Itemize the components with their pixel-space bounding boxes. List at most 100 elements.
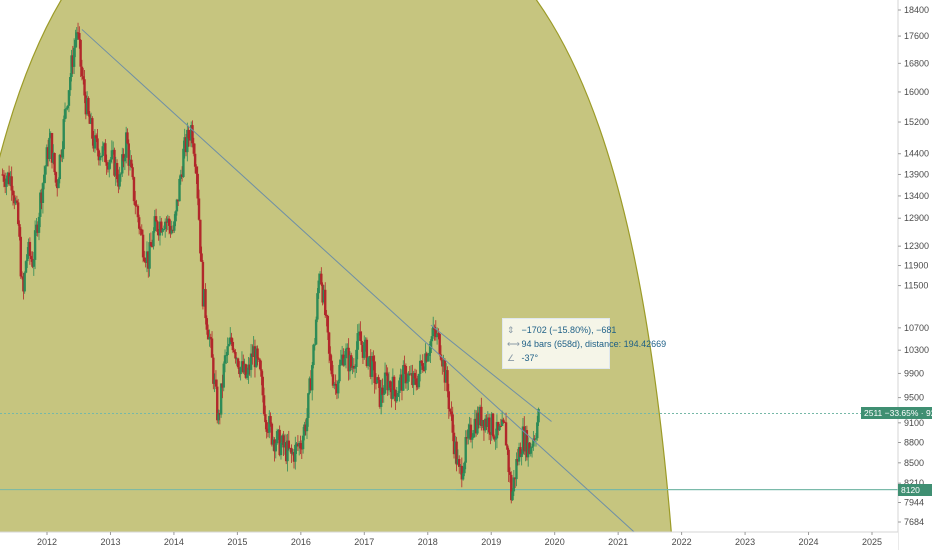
candle-body [67, 90, 71, 106]
candle-body [512, 477, 516, 492]
candle-body [44, 166, 47, 175]
candle-body [179, 174, 183, 179]
candle-body [305, 417, 309, 432]
candle-body [180, 174, 184, 177]
x-tick-label: 2014 [164, 537, 184, 547]
candle-body [7, 172, 11, 185]
y-tick-label: 10700 [904, 323, 929, 333]
candle-body [69, 76, 72, 91]
x-tick-label: 2018 [418, 537, 438, 547]
candle-body [132, 177, 136, 202]
candle-body [117, 179, 120, 187]
measure-angle-text: -37° [521, 353, 539, 363]
candle-body [426, 356, 430, 362]
candle-body [340, 354, 344, 360]
candle-body [403, 365, 406, 367]
candle-body [477, 412, 480, 426]
candle-body [154, 216, 158, 222]
candle-body [79, 39, 82, 67]
arc-shape[interactable] [0, 0, 673, 543]
candle-body [54, 172, 58, 183]
candle-body [14, 200, 17, 204]
candle-body [123, 157, 127, 162]
candle-body [408, 373, 411, 375]
x-tick-label: 2017 [354, 537, 374, 547]
candle-body [443, 360, 447, 383]
candle-body [521, 426, 525, 454]
candle-body [412, 372, 415, 386]
candle-body [163, 221, 167, 230]
trend-lines[interactable] [81, 29, 656, 550]
measure-price-row: ⇕ −1702 (−15.80%), −681 [507, 323, 616, 337]
candle-body [489, 432, 492, 435]
candle-body [510, 474, 513, 501]
candle-body [389, 381, 392, 388]
candle-body [260, 369, 263, 377]
candle-body [199, 219, 202, 254]
candle-body [230, 337, 233, 342]
candle-body [58, 154, 62, 180]
candle-body [526, 442, 530, 458]
candle-body [16, 202, 20, 225]
x-tick-label: 2016 [291, 537, 311, 547]
candle-body [533, 438, 536, 440]
candle-body [405, 381, 409, 384]
candle-body [363, 342, 366, 358]
candle-body [431, 326, 435, 337]
price-range-icon: ⇕ [507, 325, 515, 335]
candle-body [204, 289, 207, 319]
candle-body [469, 424, 473, 440]
candle-body [424, 353, 427, 371]
candle-body [19, 236, 22, 277]
candle-body [201, 261, 205, 307]
candle-body [515, 458, 518, 480]
parallel-trend-line [430, 324, 552, 422]
candle-body [217, 413, 220, 421]
candle-body [114, 163, 117, 176]
candle-body [425, 353, 428, 362]
candle-body [113, 149, 116, 176]
y-tick-label: 17600 [904, 31, 929, 41]
candle-body [525, 430, 529, 458]
arc-fill [0, 0, 673, 543]
y-tick-label: 11900 [904, 261, 928, 271]
candle-body [170, 229, 173, 234]
candle-body [130, 159, 133, 168]
candle-body [26, 254, 29, 262]
candle-body [41, 183, 45, 203]
candle-body [111, 149, 115, 151]
candle-body [342, 354, 345, 366]
candle-body [75, 32, 78, 40]
candle-body [536, 422, 539, 439]
candle-body [222, 363, 225, 388]
candle-body [499, 425, 503, 427]
candle-body [275, 431, 279, 444]
angle-icon: ∠ [507, 353, 516, 363]
candle-body [1, 174, 4, 176]
candle-body [478, 406, 482, 426]
candle-body [295, 443, 298, 445]
candle-body [454, 441, 457, 455]
candle-body [78, 32, 81, 40]
candle-body [218, 413, 222, 415]
candle-body [2, 174, 6, 182]
candle-body [465, 437, 469, 439]
candle-body [438, 333, 441, 355]
candle-body [416, 385, 419, 388]
candle-body [520, 453, 523, 458]
candle-body [177, 199, 180, 202]
candle-body [265, 422, 268, 432]
candle-body [35, 224, 38, 231]
x-tick-label: 2013 [100, 537, 120, 547]
candle-body [497, 422, 500, 431]
candle-body [382, 393, 385, 395]
y-tick-label: 13400 [904, 191, 929, 201]
candle-body [247, 364, 250, 375]
y-tick-label: 7944 [904, 497, 924, 507]
candle-body [435, 333, 439, 338]
candle-body [196, 173, 199, 199]
candle-body [282, 435, 285, 448]
y-tick-label: 13900 [904, 169, 929, 179]
candle-body [105, 162, 108, 166]
